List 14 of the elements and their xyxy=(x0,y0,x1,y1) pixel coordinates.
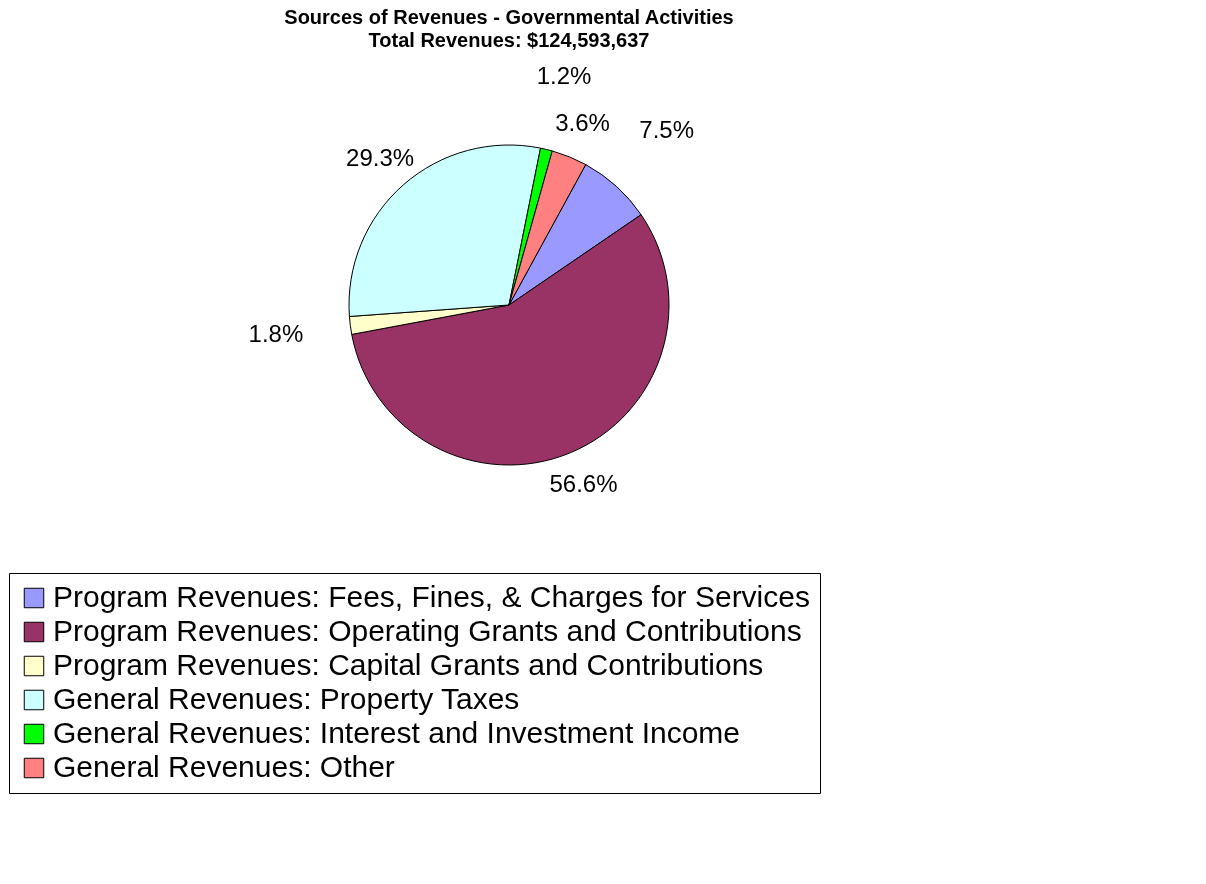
data-label: 3.6% xyxy=(555,109,610,137)
legend-label: Program Revenues: Operating Grants and Contributions xyxy=(53,614,802,647)
chart-title: Sources of Revenues - Governmental Activities xyxy=(284,6,734,28)
legend-label: General Revenues: Property Taxes xyxy=(53,682,520,715)
legend-label: General Revenues: Other xyxy=(53,750,395,783)
legend-label: Program Revenues: Fees, Fines, & Charges for Services xyxy=(53,580,810,613)
data-label: 1.8% xyxy=(248,320,304,348)
data-label: 1.2% xyxy=(536,61,592,89)
legend-label: General Revenues: Interest and Investment Income xyxy=(53,716,741,749)
legend-label: Program Revenues: Capital Grants and Contributions xyxy=(53,648,764,681)
data-label: 7.5% xyxy=(639,115,695,143)
data-label: 56.6% xyxy=(549,470,618,498)
data-label: 29.3% xyxy=(346,143,415,171)
chart-subtitle: Total Revenues: $124,593,637 xyxy=(368,29,650,51)
